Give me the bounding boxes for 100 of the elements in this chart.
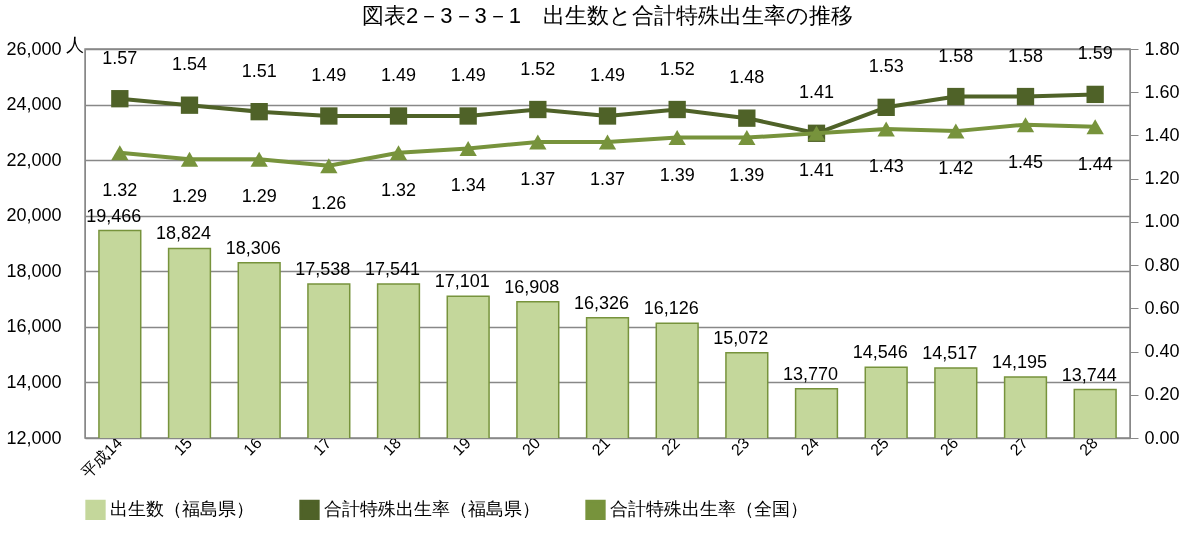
- point: [111, 90, 129, 108]
- y-tick-label: 16,000: [6, 316, 62, 337]
- point: [598, 107, 617, 125]
- point: [668, 100, 686, 119]
- data-label: 16,126: [643, 298, 699, 319]
- x-tick-label: 20: [518, 434, 544, 459]
- point: [180, 96, 199, 114]
- data-label: 16,326: [573, 292, 630, 313]
- x-tick-label: 21: [588, 434, 614, 459]
- x-tick-label: 25: [867, 434, 892, 459]
- y2-tick-label: 0.60: [1144, 297, 1180, 318]
- data-label: 1.39: [729, 164, 765, 185]
- x-tick-label: 24: [797, 434, 823, 459]
- point: [180, 151, 199, 167]
- data-label: 1.52: [520, 58, 556, 79]
- y2-tick-label: 1.40: [1144, 124, 1180, 145]
- data-label: 16,908: [504, 276, 560, 297]
- data-label: 1.49: [380, 64, 417, 85]
- legend-label: 合計特殊出生率（全国）: [610, 498, 808, 519]
- y-tick-label: 26,000: [6, 38, 62, 59]
- data-label: 1.58: [1007, 45, 1044, 66]
- data-label: 1.54: [171, 54, 208, 75]
- data-label: 1.49: [589, 64, 626, 85]
- data-label: 1.59: [1077, 43, 1113, 64]
- data-label: 15,072: [713, 327, 769, 348]
- chart-title: 図表2－3－3－1 出生数と合計特殊出生率の推移: [362, 3, 853, 28]
- point: [111, 145, 129, 161]
- y2-tick-label: 1.00: [1144, 211, 1180, 232]
- y-axis-title: 人: [65, 34, 84, 55]
- data-label: 17,541: [364, 259, 421, 280]
- data-label: 1.29: [241, 186, 277, 207]
- data-label: 1.58: [938, 45, 974, 66]
- x-tick-label: 平成14: [78, 434, 126, 482]
- point: [459, 107, 477, 125]
- data-label: 1.51: [241, 60, 277, 81]
- point: [668, 130, 686, 146]
- point: [320, 158, 338, 174]
- data-label: 13,770: [782, 363, 839, 384]
- point: [1086, 119, 1104, 135]
- x-tick-label: 28: [1076, 434, 1101, 459]
- data-label: 1.41: [798, 82, 835, 103]
- x-tick-label: 19: [449, 434, 474, 459]
- y2-tick-label: 0.80: [1144, 254, 1180, 275]
- y-tick-label: 12,000: [6, 427, 62, 448]
- x-tick-label: 16: [240, 434, 265, 459]
- data-label: 1.48: [729, 67, 765, 88]
- legend-label: 出生数（福島県）: [110, 498, 254, 519]
- data-label: 19,466: [86, 205, 142, 226]
- data-label: 1.37: [589, 168, 626, 189]
- data-label: 13,744: [1061, 364, 1117, 385]
- data-label: 17,101: [434, 271, 490, 292]
- y2-tick-label: 0.20: [1144, 384, 1180, 405]
- x-tick-label: 23: [727, 434, 753, 459]
- point: [389, 107, 408, 125]
- data-label: 1.37: [520, 168, 556, 189]
- point: [738, 109, 756, 127]
- point: [389, 145, 408, 161]
- data-label: 1.49: [311, 64, 347, 85]
- point: [250, 103, 268, 121]
- data-label: 1.43: [868, 155, 904, 176]
- point: [738, 130, 756, 146]
- data-label: 1.32: [380, 179, 417, 200]
- data-label: 14,517: [922, 343, 978, 364]
- data-label: 17,538: [295, 259, 351, 280]
- data-label: 1.57: [102, 47, 138, 68]
- point: [1086, 85, 1104, 104]
- point: [250, 151, 268, 167]
- point: [947, 87, 965, 106]
- point: [529, 100, 547, 119]
- data-label: 1.41: [798, 160, 835, 181]
- y2-tick-label: 1.20: [1144, 168, 1180, 189]
- data-label: 1.32: [102, 179, 138, 200]
- point: [1016, 87, 1035, 106]
- point: [1016, 117, 1035, 133]
- data-label: 1.52: [659, 58, 695, 79]
- point: [877, 98, 895, 117]
- y2-tick-label: 1.60: [1144, 81, 1180, 102]
- point: [947, 123, 965, 139]
- data-label: 18,306: [225, 237, 281, 258]
- data-label: 14,195: [991, 352, 1048, 373]
- point: [598, 134, 617, 150]
- x-tick-label: 26: [936, 434, 962, 459]
- data-label: 1.44: [1077, 153, 1113, 174]
- data-label: 1.34: [450, 175, 486, 196]
- point: [459, 140, 477, 156]
- point: [320, 107, 338, 125]
- data-label: 1.49: [450, 64, 486, 85]
- point: [529, 134, 547, 150]
- y-tick-label: 24,000: [6, 94, 62, 115]
- data-label: 1.39: [659, 164, 695, 185]
- point: [877, 121, 895, 137]
- data-label: 1.45: [1007, 151, 1044, 172]
- data-label: 18,824: [155, 223, 212, 244]
- y-tick-label: 20,000: [6, 205, 62, 226]
- y2-tick-label: 0.00: [1144, 427, 1180, 448]
- y2-tick-label: 0.40: [1144, 341, 1180, 362]
- x-tick-label: 18: [379, 434, 405, 459]
- data-label: 1.53: [868, 56, 904, 77]
- legend-label: 合計特殊出生率（福島県）: [324, 498, 540, 519]
- data-label: 1.42: [938, 158, 974, 179]
